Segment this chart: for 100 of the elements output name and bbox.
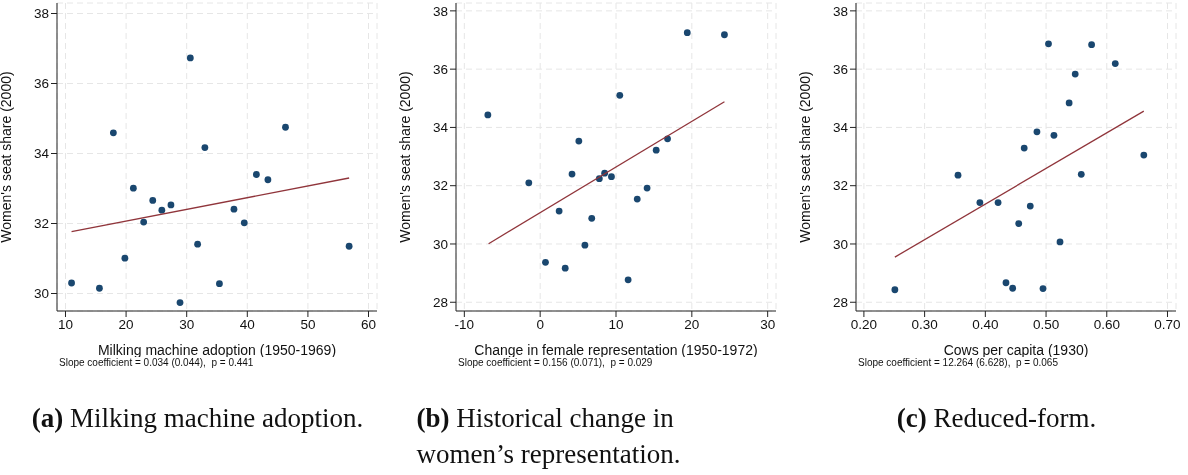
point [1015, 220, 1023, 227]
point [140, 218, 148, 226]
point [186, 54, 194, 62]
y-axis-title: Women's seat share (2000) [796, 71, 813, 243]
point [1077, 170, 1085, 178]
point [976, 199, 984, 206]
text: Slope coefficient = 0.156 (0.071), p = 0.029 [458, 357, 653, 368]
y-tick-label: 32 [432, 178, 448, 194]
text: Slope coefficient = 12.264 (6.628), p = 0.065 [858, 357, 1058, 368]
y-tick-label: 38 [832, 3, 848, 19]
point [194, 240, 202, 248]
point [1020, 144, 1028, 152]
point [588, 214, 596, 222]
point [608, 173, 615, 181]
y-tick-label: 30 [33, 286, 49, 302]
point [1050, 131, 1058, 139]
point [561, 264, 569, 272]
y-tick-label: 32 [832, 178, 848, 194]
point [542, 258, 549, 266]
point [484, 111, 492, 119]
point [1033, 128, 1041, 136]
x-tick-label: 0.30 [911, 316, 938, 332]
text: (b) Historical change in women’s representation. [416, 402, 682, 471]
point [264, 176, 272, 184]
point [1039, 285, 1047, 292]
point [581, 241, 589, 249]
point [1026, 202, 1034, 210]
point [954, 171, 962, 179]
y-tick-label: 38 [432, 3, 448, 19]
point [240, 219, 248, 227]
x-tick-label: 0.20 [850, 316, 878, 332]
point [525, 179, 533, 187]
point [891, 286, 899, 294]
x-tick-label: 30 [760, 316, 776, 332]
x-tick-label: 60 [361, 316, 377, 332]
point [176, 299, 184, 306]
y-tick-label: 38 [33, 6, 49, 22]
y-tick-label: 30 [832, 236, 848, 252]
point [1140, 151, 1148, 159]
point [643, 184, 651, 192]
point [252, 171, 260, 178]
x-tick-label: 20 [684, 316, 700, 332]
point [216, 280, 223, 288]
x-tick-label: 0.40 [972, 316, 999, 332]
x-tick-label: 20 [118, 316, 134, 332]
y-axis-title: Women's seat share (2000) [396, 71, 413, 243]
x-axis-title: Change in female representation (1950-1972) [474, 342, 758, 358]
point [994, 199, 1002, 206]
point [555, 207, 563, 215]
point [633, 195, 641, 203]
point [230, 205, 238, 213]
y-tick-label: 34 [432, 120, 449, 136]
point [282, 123, 289, 131]
point [167, 201, 175, 209]
point [1065, 99, 1073, 107]
point [1009, 284, 1017, 292]
y-tick-label: 36 [33, 76, 49, 92]
point [1002, 279, 1010, 287]
point [129, 184, 137, 192]
point [1088, 41, 1095, 49]
point [1045, 40, 1052, 48]
x-tick-label: 40 [239, 316, 255, 332]
point [149, 197, 157, 204]
point [121, 254, 129, 262]
x-tick-label: 0 [536, 316, 544, 332]
point [575, 137, 583, 145]
x-tick-label: 30 [179, 316, 195, 332]
x-tick-label: 10 [57, 316, 73, 332]
y-tick-label: 34 [33, 146, 50, 162]
point [616, 91, 624, 99]
point [68, 279, 75, 287]
x-tick-label: 0.50 [1032, 316, 1060, 332]
text: (a) Milking machine adoption. [31, 402, 364, 435]
point [683, 29, 691, 37]
point [568, 170, 576, 178]
point [1111, 60, 1119, 68]
text: Slope coefficient = 0.034 (0.044), p = 0.441 [59, 357, 254, 368]
y-tick-label: 36 [432, 61, 448, 77]
point [1071, 70, 1079, 78]
text: (c) Reduced-form. [896, 402, 1097, 435]
x-tick-label: 10 [608, 316, 624, 332]
x-tick-label: 0.60 [1093, 316, 1120, 332]
point [109, 129, 117, 137]
x-tick-label: -10 [454, 316, 475, 332]
x-tick-label: 0.70 [1154, 316, 1181, 332]
point [96, 284, 103, 292]
y-tick-label: 34 [832, 120, 849, 136]
y-tick-label: 28 [832, 295, 848, 311]
y-axis-title: Women's seat share (2000) [0, 71, 14, 243]
y-tick-label: 28 [432, 295, 448, 311]
x-axis-title: Milking machine adoption (1950-1969) [97, 342, 337, 358]
point [201, 144, 209, 151]
x-axis-title: Cows per capita (1930) [943, 342, 1089, 358]
y-tick-label: 32 [33, 216, 49, 232]
point [158, 206, 166, 214]
point [652, 146, 660, 154]
y-tick-label: 36 [832, 61, 848, 77]
point [345, 242, 353, 250]
point [624, 276, 632, 284]
y-tick-label: 30 [432, 236, 448, 252]
